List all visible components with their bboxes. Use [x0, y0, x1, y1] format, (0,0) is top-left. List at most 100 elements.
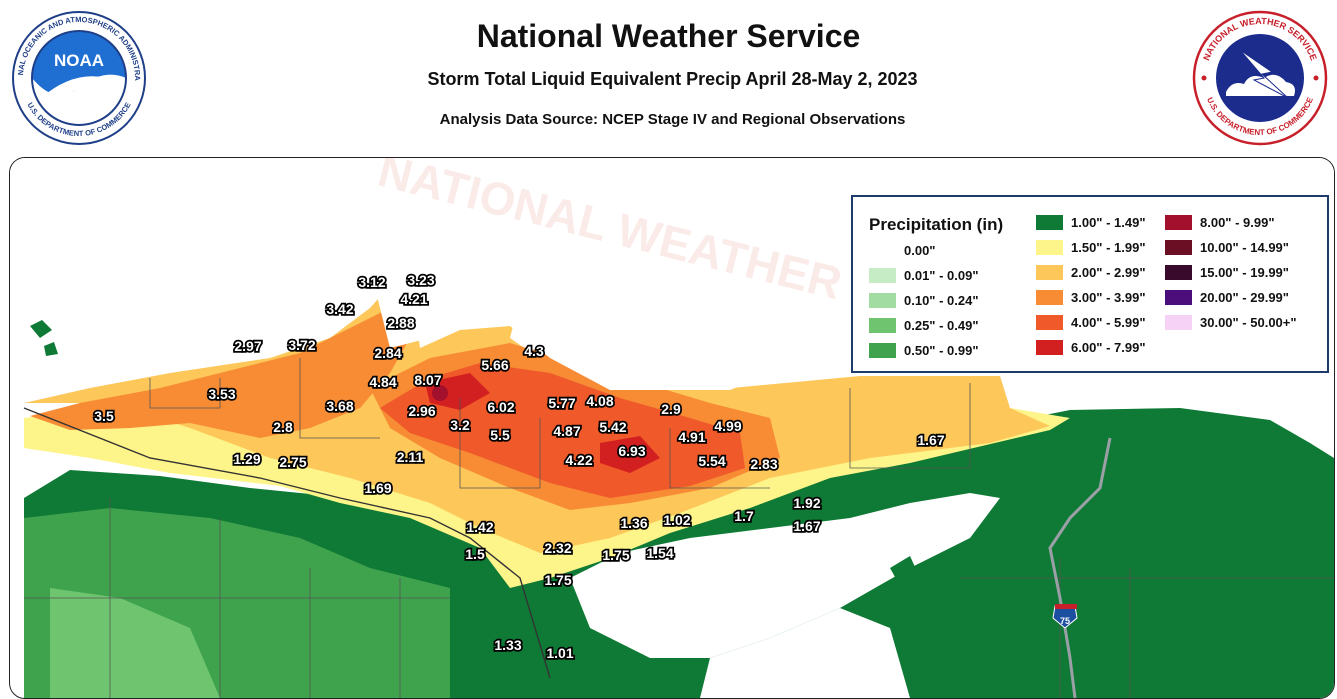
interstate-shield-label: 75 — [1060, 616, 1070, 626]
legend-item: 10.00" - 14.99" — [1165, 239, 1289, 255]
precip-value-label: 5.54 — [698, 453, 725, 469]
noaa-logo: NOAA NATIONAL OCEANIC AND ATMOSPHERIC AD… — [11, 10, 146, 145]
header: National Weather Service Storm Total Liq… — [0, 0, 1337, 155]
precip-value-label: 4.84 — [369, 374, 396, 390]
legend-label: 0.50" - 0.99" — [904, 342, 979, 358]
interstate-75: 75 — [1048, 437, 1112, 698]
precip-value-label: 1.75 — [544, 572, 571, 588]
precip-value-label: 2.32 — [544, 540, 571, 556]
legend-item: 8.00" - 9.99" — [1165, 214, 1274, 230]
legend-swatch — [1036, 339, 1063, 355]
legend-swatch — [1036, 264, 1063, 280]
data-source-text: Analysis Data Source: NCEP Stage IV and … — [439, 111, 906, 128]
legend-swatch — [869, 267, 896, 283]
precip-value-label: 3.53 — [208, 386, 235, 402]
legend-label: 1.50" - 1.99" — [1071, 239, 1146, 255]
precip-value-label: 5.42 — [599, 419, 626, 435]
precip-value-label: 2.83 — [750, 456, 777, 472]
precip-value-label: 1.29 — [233, 451, 260, 467]
precip-value-label: 1.69 — [364, 480, 391, 496]
legend-label: 8.00" - 9.99" — [1200, 214, 1275, 230]
precip-value-label: 3.12 — [358, 274, 385, 290]
nws-logo: NATIONAL WEATHER SERVICE U.S. DEPARTMENT… — [1192, 10, 1328, 146]
legend-swatch — [1165, 214, 1192, 230]
legend-item: 15.00" - 19.99" — [1165, 264, 1289, 280]
page-title: National Weather Service — [476, 18, 861, 54]
legend-label: 2.00" - 2.99" — [1071, 264, 1146, 280]
precip-value-label: 2.84 — [374, 345, 401, 361]
legend-item: 0.50" - 0.99" — [869, 342, 978, 358]
legend-item: 1.50" - 1.99" — [1036, 239, 1145, 255]
legend-label: 10.00" - 14.99" — [1200, 239, 1289, 255]
precip-value-label: 3.23 — [407, 272, 434, 288]
precip-map: NATIONAL WEATHER SERVICE 75 3.23 3.12 4.21… — [9, 157, 1335, 699]
precip-value-label: 4.99 — [714, 418, 741, 434]
legend-swatch — [1036, 314, 1063, 330]
legend-label: 20.00" - 29.99" — [1200, 289, 1289, 305]
legend-label: 0.10" - 0.24" — [904, 292, 979, 308]
lake-michigan-south — [700, 608, 910, 698]
legend-item: 4.00" - 5.99" — [1036, 314, 1145, 330]
legend-swatch — [1165, 264, 1192, 280]
legend-label: 6.00" - 7.99" — [1071, 339, 1146, 355]
precip-map-canvas: NATIONAL WEATHER SERVICE 75 3.233.124.21… — [10, 158, 1334, 698]
precip-value-label: 2.8 — [273, 419, 293, 435]
precip-value-label: 1.42 — [466, 519, 493, 535]
precip-value-label: 1.75 — [602, 547, 629, 563]
precip-value-label: 1.01 — [546, 645, 573, 661]
islands — [30, 320, 920, 586]
precip-value-label: 2.9 — [661, 401, 681, 417]
precip-value-label: 1.5 — [465, 546, 485, 562]
precip-value-label: 6.02 — [487, 399, 514, 415]
precip-value-label: 1.92 — [793, 495, 820, 511]
legend-swatch — [869, 317, 896, 333]
precip-value-label: 2.97 — [234, 338, 261, 354]
precip-band-6-00 — [600, 436, 660, 473]
legend-label: 0.00" — [904, 242, 936, 258]
legend-label: 3.00" - 3.99" — [1071, 289, 1146, 305]
precip-value-label: 4.22 — [565, 452, 592, 468]
precip-band-3-00 — [30, 268, 430, 438]
legend-item: 2.00" - 2.99" — [1036, 264, 1145, 280]
precip-value-label: 1.54 — [646, 545, 673, 561]
lake-michigan — [570, 493, 1000, 658]
legend-item: 30.00" - 50.00+" — [1165, 314, 1297, 330]
legend-swatch — [1165, 289, 1192, 305]
legend-item: 3.00" - 3.99" — [1036, 289, 1145, 305]
legend-label: 0.01" - 0.09" — [904, 267, 979, 283]
legend-swatch — [1036, 289, 1063, 305]
legend-item: 0.10" - 0.24" — [869, 292, 978, 308]
precip-value-label: 3.42 — [326, 301, 353, 317]
precip-band-8-00 — [432, 385, 448, 401]
legend-swatch — [869, 342, 896, 358]
precip-value-label: 1.67 — [793, 518, 820, 534]
precip-value-label: 5.77 — [548, 395, 575, 411]
precip-value-label: 4.87 — [553, 423, 580, 439]
precip-value-label: 2.88 — [387, 315, 414, 331]
county-lines — [24, 358, 1334, 698]
precip-value-label: 4.21 — [400, 291, 427, 307]
precip-value-label: 5.66 — [481, 357, 508, 373]
precip-value-label: 4.91 — [678, 429, 705, 445]
legend-swatch — [869, 242, 896, 258]
precip-value-label: 3.68 — [326, 398, 353, 414]
page-subtitle: Storm Total Liquid Equivalent Precip Apr… — [427, 69, 918, 89]
precip-value-label: 3.72 — [288, 337, 315, 353]
precip-value-label: 3.2 — [450, 417, 470, 433]
precip-value-label: 8.07 — [414, 372, 441, 388]
precip-value-label: 1.67 — [917, 432, 944, 448]
precip-band-0-25 — [50, 588, 220, 698]
legend-swatch — [869, 292, 896, 308]
precip-value-label: 3.5 — [94, 408, 114, 424]
precip-value-label: 5.5 — [490, 427, 510, 443]
precip-value-label: 6.93 — [618, 443, 645, 459]
legend-swatch — [1165, 314, 1192, 330]
legend-item: 0.00" — [869, 242, 935, 258]
precip-value-label: 1.33 — [494, 637, 521, 653]
legend-label: 1.00" - 1.49" — [1071, 214, 1146, 230]
legend-label: 30.00" - 50.00+" — [1200, 314, 1297, 330]
observation-values: 3.23 3.12 4.21 3.42 2.88 2.97 3.72 2.84 4.3 5.66 4… — [93, 270, 947, 663]
precip-value-label: 1.7 — [734, 508, 754, 524]
state-border — [23, 407, 551, 679]
legend-title: Precipitation (in) — [869, 215, 1004, 234]
